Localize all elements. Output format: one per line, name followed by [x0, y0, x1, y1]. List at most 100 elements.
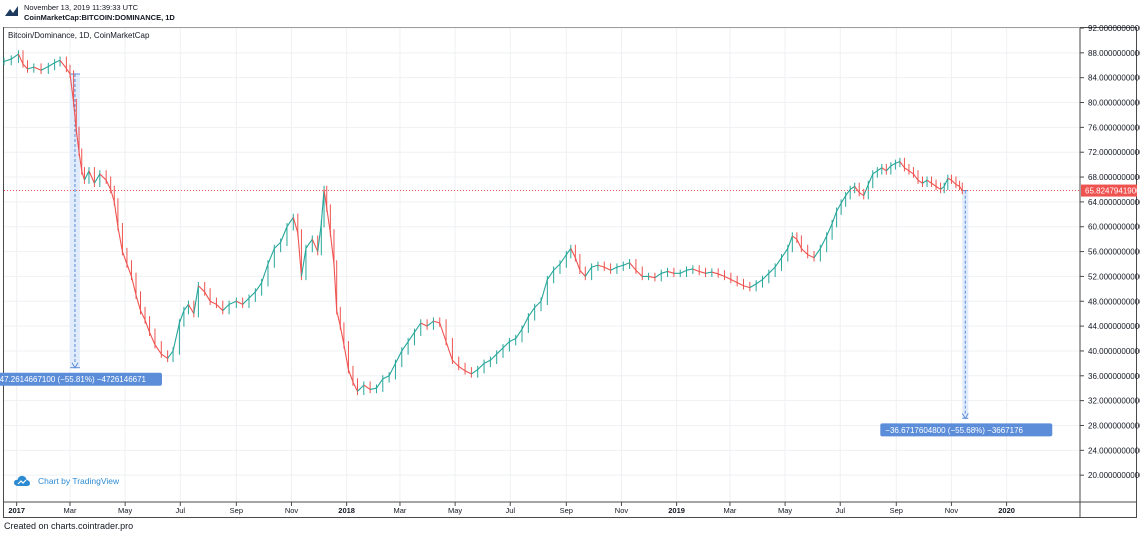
- candle: [781, 248, 789, 259]
- candle: [899, 161, 905, 169]
- candle: [117, 226, 123, 252]
- candle: [661, 270, 668, 274]
- candle: [724, 275, 732, 281]
- grid-layer: [4, 27, 1080, 502]
- candle: [692, 268, 700, 272]
- candle: [254, 282, 263, 293]
- candle: [54, 59, 61, 64]
- candle: [323, 189, 328, 209]
- candle: [317, 223, 322, 252]
- candle-layer: [3, 50, 963, 396]
- candle: [917, 179, 923, 184]
- y-tick-label: 48.0000000000: [1088, 297, 1140, 306]
- candle: [863, 184, 869, 196]
- x-tick-label: Jul: [505, 506, 515, 515]
- candle: [648, 275, 656, 279]
- candle: [261, 263, 269, 283]
- candle: [826, 223, 833, 237]
- x-tick-label: Mar: [723, 506, 736, 515]
- candle: [654, 272, 662, 279]
- x-tick-label: 2018: [338, 506, 355, 515]
- measure-region-1: [962, 190, 969, 419]
- candle: [452, 359, 460, 367]
- x-tick-label: Nov: [285, 506, 299, 515]
- candle: [140, 310, 146, 321]
- measure-arrow-head-1: [961, 413, 969, 420]
- candle: [216, 303, 224, 311]
- candle: [433, 320, 440, 324]
- annotation-layer: −47.2614667100 (−55.81%) −4726146671 −36.…: [0, 73, 1053, 437]
- candle: [73, 102, 77, 131]
- candle: [343, 344, 349, 370]
- y-tick-label: 64.0000000000: [1088, 198, 1140, 207]
- candle: [48, 62, 55, 67]
- x-tick-label: Mar: [64, 506, 77, 515]
- candle: [10, 53, 19, 60]
- x-tick-label: Sep: [230, 506, 243, 515]
- candle: [160, 353, 168, 359]
- chart-header: November 13, 2019 11:39:33 UTC CoinMarke…: [0, 0, 1140, 26]
- candle: [320, 189, 325, 224]
- candle: [187, 304, 195, 314]
- candle: [546, 269, 555, 280]
- candle: [130, 276, 137, 296]
- current-price-label-box: [1081, 184, 1137, 197]
- candle: [33, 66, 42, 71]
- candle: [755, 279, 763, 285]
- candle: [69, 73, 75, 103]
- y-tick-label: 32.0000000000: [1088, 397, 1140, 406]
- current-price-label: 65.8247941900: [1085, 187, 1140, 196]
- candle: [105, 179, 112, 190]
- candle: [93, 173, 101, 184]
- candle: [762, 272, 770, 280]
- candle: [333, 263, 338, 311]
- candle: [717, 273, 725, 277]
- y-tick-label: 68.0000000000: [1088, 173, 1140, 182]
- candle: [509, 338, 516, 343]
- candle: [872, 170, 878, 175]
- candle: [27, 66, 34, 70]
- candle: [242, 297, 250, 305]
- candle: [885, 165, 892, 172]
- tradingview-watermark[interactable]: Chart by TradingView: [14, 475, 120, 486]
- candle: [17, 53, 24, 65]
- candle: [792, 235, 798, 240]
- watermark-label: Chart by TradingView: [38, 476, 120, 486]
- candle: [83, 170, 90, 181]
- candle: [922, 179, 928, 184]
- candle: [959, 186, 963, 191]
- candle: [3, 58, 12, 63]
- candle: [458, 366, 466, 372]
- candle: [135, 294, 142, 311]
- candle: [311, 238, 319, 252]
- candle: [413, 322, 422, 333]
- candle: [394, 350, 403, 364]
- tradingview-logo-icon: [4, 3, 20, 19]
- candle: [401, 341, 409, 352]
- candle: [743, 285, 750, 289]
- x-tick-label: Jul: [175, 506, 185, 515]
- candle: [623, 262, 630, 266]
- candle: [559, 254, 567, 265]
- candle: [286, 217, 294, 228]
- y-tick-label: 56.0000000000: [1088, 248, 1140, 257]
- y-tick-label: 92.0000000000: [1088, 24, 1140, 33]
- candle: [197, 285, 206, 293]
- candle: [300, 248, 307, 277]
- candle: [570, 248, 576, 259]
- candle: [305, 238, 313, 249]
- candle: [796, 238, 802, 249]
- x-tick-label: Sep: [560, 506, 573, 515]
- candle: [352, 381, 358, 392]
- candle: [947, 177, 952, 181]
- candle: [840, 195, 847, 204]
- candle: [228, 300, 237, 305]
- candle: [565, 248, 572, 256]
- x-tick-label: 2019: [668, 506, 685, 515]
- tradingview-cloud-icon: [14, 475, 30, 486]
- candle: [204, 291, 211, 302]
- candle: [297, 232, 302, 277]
- candle: [800, 248, 809, 256]
- candle: [858, 192, 865, 197]
